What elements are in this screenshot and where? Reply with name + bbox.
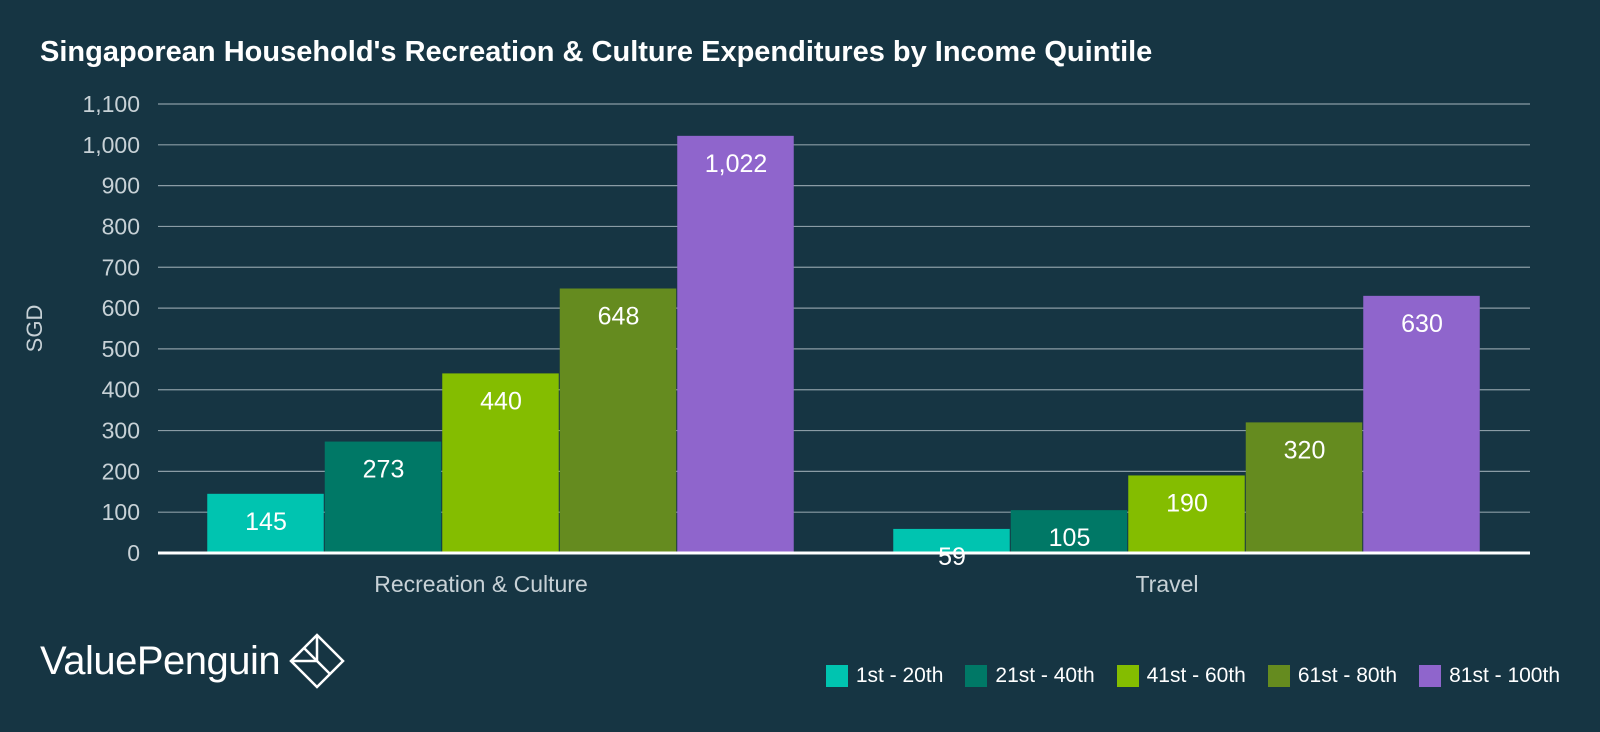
legend-item: 61st - 80th	[1267, 664, 1398, 688]
legend-swatch	[1116, 665, 1139, 687]
y-tick-label: 500	[102, 336, 140, 362]
data-label: 320	[1284, 436, 1326, 464]
x-category-label: Recreation & Culture	[374, 571, 588, 597]
y-tick-label: 400	[102, 377, 140, 403]
data-label: 1,022	[705, 150, 768, 178]
legend-item: 21st - 40th	[965, 664, 1095, 688]
data-label: 145	[245, 508, 287, 536]
data-label: 648	[598, 302, 640, 330]
bar	[324, 441, 442, 553]
brand-logo: ValuePenguin	[40, 632, 346, 690]
bar	[677, 135, 794, 553]
legend-label: 41st - 60th	[1146, 664, 1246, 687]
data-label: 630	[1401, 310, 1443, 338]
legend-swatch	[1267, 665, 1290, 687]
legend-swatch	[1419, 665, 1442, 687]
y-tick-label: 700	[102, 254, 140, 280]
legend-label: 1st - 20th	[855, 664, 944, 687]
penguin-diamond-icon	[289, 633, 345, 689]
data-label: 105	[1049, 524, 1091, 552]
legend-label: 81st - 100th	[1449, 664, 1560, 687]
data-label: 440	[480, 387, 522, 415]
y-tick-label: 100	[102, 499, 140, 525]
legend-item: 41st - 60th	[1116, 664, 1246, 688]
bar	[1010, 510, 1128, 553]
y-tick-label: 200	[102, 458, 140, 484]
bar	[1245, 422, 1363, 553]
y-tick-label: 1,100	[82, 91, 140, 117]
bar	[442, 373, 559, 553]
y-tick-label: 1,000	[82, 132, 140, 158]
legend-label: 21st - 40th	[995, 664, 1095, 687]
y-tick-label: 800	[102, 213, 140, 239]
data-label: 59	[938, 543, 966, 571]
chart-title: Singaporean Household's Recreation & Cul…	[40, 36, 1153, 68]
y-tick-label: 600	[102, 295, 140, 321]
y-tick-label: 300	[102, 418, 140, 444]
chart-legend: 1st - 20th 21st - 40th 41st - 60th 61st - 8…	[825, 664, 1560, 688]
legend-swatch	[825, 665, 848, 687]
bar	[893, 528, 1010, 553]
bar	[559, 288, 677, 553]
y-tick-label: 0	[127, 540, 140, 566]
y-tick-label: 900	[102, 173, 140, 199]
data-label: 273	[363, 456, 405, 484]
legend-item: 1st - 20th	[825, 664, 944, 688]
y-axis-title: SGD	[22, 305, 47, 353]
legend-item: 81st - 100th	[1419, 664, 1560, 688]
legend-swatch	[965, 665, 988, 687]
x-category-label: Travel	[1135, 571, 1198, 597]
legend-label: 61st - 80th	[1297, 664, 1398, 687]
bar	[1128, 475, 1245, 553]
bar	[207, 493, 324, 553]
brand-name: ValuePenguin	[40, 638, 281, 683]
data-label: 190	[1166, 489, 1208, 517]
bar	[1363, 295, 1480, 553]
